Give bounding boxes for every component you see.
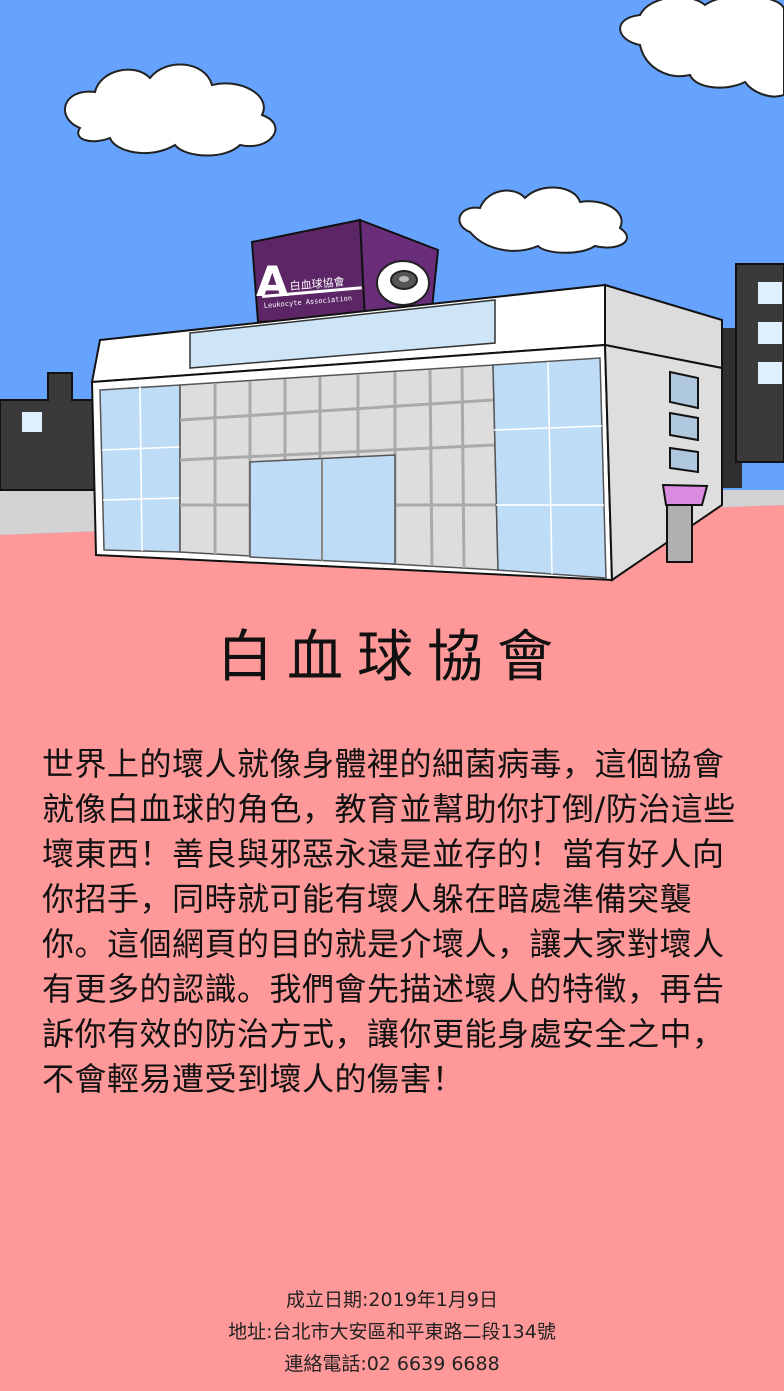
address: 地址:台北市大安區和平東路二段134號 <box>0 1316 784 1348</box>
footer-info: 成立日期:2019年1月9日 地址:台北市大安區和平東路二段134號 連絡電話:… <box>0 1284 784 1380</box>
cell-icon <box>377 261 429 305</box>
header-illustration: A 白血球協會 Leukocyte Association <box>0 0 784 600</box>
phone-number: 連絡電話:02 6639 6688 <box>0 1348 784 1380</box>
page-title: 白血球協會 <box>0 612 784 693</box>
intro-paragraph: 世界上的壞人就像身體裡的細菌病毒，這個協會就像白血球的角色，教育並幫助你打倒/防… <box>42 742 752 1102</box>
sign-logo-letter: A <box>256 257 289 306</box>
founded-date: 成立日期:2019年1月9日 <box>0 1284 784 1316</box>
